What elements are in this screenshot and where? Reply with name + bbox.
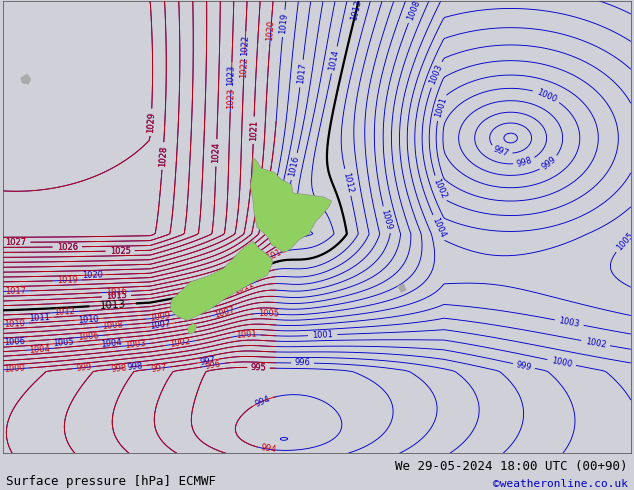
Text: 1027: 1027 [5, 238, 27, 247]
Text: 1004: 1004 [29, 344, 51, 355]
Text: 995: 995 [250, 363, 266, 372]
Text: 998: 998 [110, 363, 127, 374]
Text: 1026: 1026 [56, 242, 78, 251]
Text: 1004: 1004 [100, 338, 122, 348]
Text: 1023: 1023 [226, 88, 235, 109]
Text: 998: 998 [515, 155, 533, 169]
Polygon shape [250, 157, 332, 252]
Text: 1022: 1022 [239, 57, 249, 78]
Text: 994: 994 [254, 394, 271, 408]
Text: 1007: 1007 [149, 319, 172, 331]
Text: 1021: 1021 [249, 120, 259, 141]
Text: 1003: 1003 [428, 63, 444, 86]
Text: 1018: 1018 [264, 196, 278, 219]
Text: 1014: 1014 [265, 245, 287, 263]
Text: 1015: 1015 [106, 291, 127, 301]
Text: 1001: 1001 [433, 96, 448, 119]
Text: 999: 999 [540, 155, 558, 172]
Text: 1000: 1000 [550, 356, 573, 369]
Text: 1013: 1013 [174, 290, 197, 302]
Text: 1027: 1027 [5, 238, 27, 247]
Text: 997: 997 [200, 355, 217, 367]
Text: 999: 999 [75, 363, 92, 373]
Text: 996: 996 [295, 358, 311, 368]
Polygon shape [188, 323, 197, 334]
Text: 1028: 1028 [158, 145, 168, 167]
Text: 1014: 1014 [328, 49, 341, 71]
Text: 1024: 1024 [212, 142, 221, 164]
Text: 1012: 1012 [54, 307, 75, 317]
Text: 1008: 1008 [406, 0, 422, 22]
Text: 1012: 1012 [341, 171, 354, 194]
Text: 1025: 1025 [110, 246, 131, 256]
Text: 1005: 1005 [258, 309, 279, 318]
Text: 1026: 1026 [56, 242, 78, 251]
Text: 1006: 1006 [4, 337, 25, 347]
Text: 1010: 1010 [78, 314, 100, 324]
Text: 997: 997 [492, 145, 510, 158]
Text: 998: 998 [127, 361, 144, 372]
Text: 1028: 1028 [158, 145, 168, 167]
Text: 1001: 1001 [235, 330, 257, 341]
Text: 1001: 1001 [312, 330, 333, 340]
Text: 1009: 1009 [380, 208, 394, 231]
Text: 999: 999 [515, 360, 533, 372]
Text: 1011: 1011 [232, 279, 255, 295]
Text: 1006: 1006 [78, 331, 100, 342]
Text: 1016: 1016 [288, 155, 301, 178]
Text: 1021: 1021 [249, 120, 259, 141]
Text: 1011: 1011 [29, 313, 50, 323]
Text: 1002: 1002 [431, 177, 448, 200]
Text: 1022: 1022 [240, 34, 250, 56]
Text: 1003: 1003 [558, 316, 580, 329]
Text: 1020: 1020 [266, 20, 276, 41]
Polygon shape [170, 241, 273, 320]
Text: 994: 994 [260, 443, 277, 455]
Text: 1002: 1002 [585, 337, 607, 349]
Text: 1029: 1029 [146, 112, 156, 133]
Text: 1004: 1004 [430, 216, 447, 239]
Text: 1019: 1019 [278, 13, 289, 34]
Text: 1025: 1025 [110, 246, 131, 256]
Text: 1023: 1023 [226, 65, 236, 87]
Text: 1007: 1007 [213, 305, 236, 319]
Text: 1024: 1024 [212, 142, 221, 164]
Text: 1018: 1018 [264, 196, 278, 219]
Text: 1017: 1017 [296, 63, 307, 85]
Text: ©weatheronline.co.uk: ©weatheronline.co.uk [493, 479, 628, 489]
Text: 1003: 1003 [124, 340, 146, 350]
Text: 1019: 1019 [56, 275, 78, 285]
Text: 1000: 1000 [4, 364, 25, 374]
Text: 1020: 1020 [82, 270, 103, 280]
Text: We 29-05-2024 18:00 UTC (00+90): We 29-05-2024 18:00 UTC (00+90) [395, 460, 628, 473]
Text: Surface pressure [hPa] ECMWF: Surface pressure [hPa] ECMWF [6, 474, 216, 488]
Text: 1002: 1002 [169, 337, 191, 349]
Text: 1016: 1016 [106, 287, 127, 297]
Text: 1010: 1010 [4, 319, 25, 329]
Text: 1029: 1029 [146, 112, 156, 133]
Text: 1013: 1013 [349, 0, 363, 22]
Text: 995: 995 [250, 363, 266, 372]
Text: 997: 997 [151, 363, 167, 373]
Text: 1005: 1005 [53, 338, 74, 348]
Text: 1008: 1008 [101, 320, 124, 331]
Text: 1005: 1005 [615, 230, 634, 252]
Text: 1015: 1015 [106, 291, 127, 301]
Polygon shape [397, 283, 406, 293]
Text: 1009: 1009 [150, 311, 171, 323]
Polygon shape [20, 74, 31, 85]
Text: 1013: 1013 [99, 299, 126, 311]
Text: 996: 996 [205, 359, 222, 371]
Text: 1017: 1017 [5, 287, 27, 296]
Text: 1000: 1000 [535, 87, 558, 104]
